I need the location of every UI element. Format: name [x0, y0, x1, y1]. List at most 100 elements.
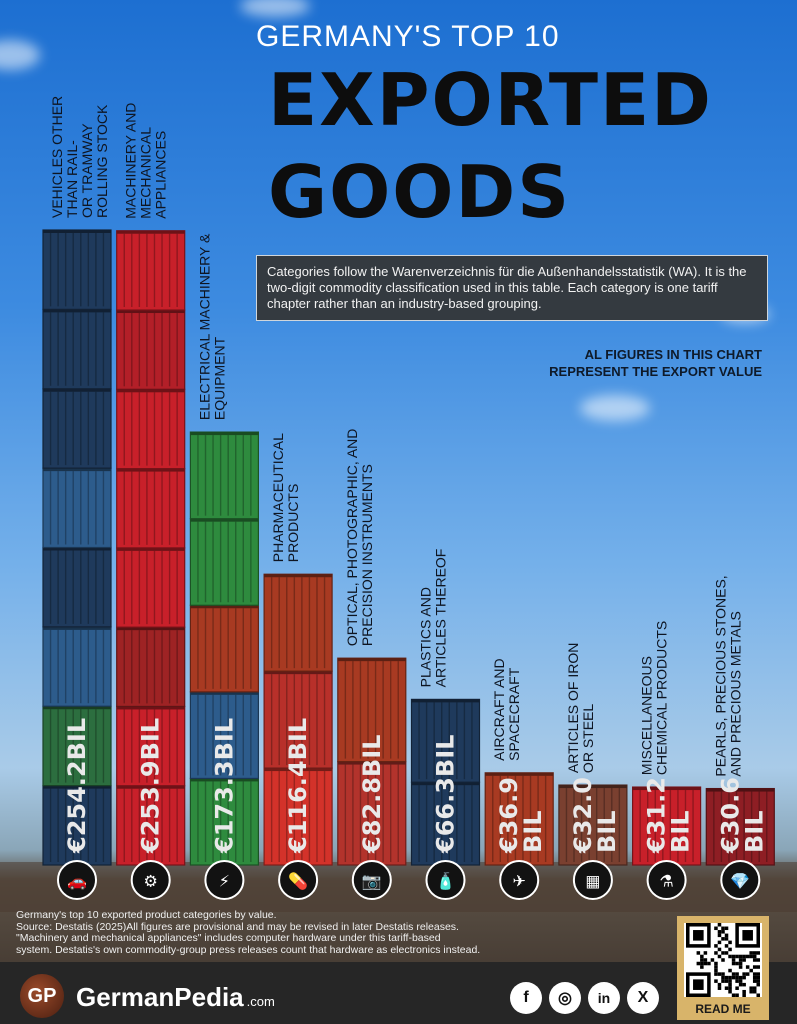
qr-module: [749, 986, 753, 990]
category-label: SPACECRAFT: [506, 667, 522, 761]
qr-module: [724, 975, 729, 980]
category-label: OPTICAL, PHOTOGRAPHIC, AND: [344, 429, 360, 647]
container: [116, 705, 186, 787]
container-rail: [116, 230, 185, 234]
qr-module: [752, 972, 757, 976]
figures-note-line: AL FIGURES IN THIS CHART: [584, 347, 762, 362]
steel-beam-icon-badge: [572, 860, 613, 900]
qr-module: [738, 958, 743, 962]
container-rail: [43, 706, 111, 710]
qr-module: [714, 972, 718, 976]
container-rail: [706, 788, 775, 792]
qr-module: [735, 993, 739, 997]
container-rail: [43, 468, 111, 472]
airplane-icon-badge: [499, 860, 540, 900]
container-rail: [116, 310, 185, 314]
brand-name[interactable]: GermanPedia .com: [76, 982, 275, 1013]
qr-module: [696, 961, 701, 966]
qr-module: [735, 979, 739, 983]
value-label: €66.3BIL: [432, 735, 460, 854]
container: [484, 772, 554, 866]
qr-module: [696, 951, 701, 955]
car-icon: 🚗: [67, 872, 87, 891]
container-rail: [116, 785, 185, 789]
container-rail: [43, 388, 111, 392]
qr-module: [717, 930, 722, 934]
qr-module: [714, 944, 718, 948]
container-rail: [411, 782, 480, 786]
qr-module: [717, 940, 722, 945]
camera-icon: 📷: [362, 872, 382, 891]
airplane-icon: ✈: [512, 872, 525, 891]
qr-module: [731, 993, 736, 997]
qr-finder: [742, 930, 753, 941]
camera-icon-badge: [351, 860, 392, 900]
x-icon[interactable]: X: [627, 982, 659, 1014]
container-rail: [190, 605, 259, 609]
value-label: €32.0: [569, 777, 597, 854]
qr-card[interactable]: READ ME: [677, 916, 769, 1020]
qr-module: [714, 968, 718, 973]
bar: [410, 698, 481, 866]
facebook-icon[interactable]: f: [510, 982, 542, 1014]
container-rail: [43, 626, 111, 630]
qr-module: [728, 989, 732, 994]
pills-icon-badge: [278, 860, 319, 900]
qr-module: [735, 961, 739, 966]
qr-module: [717, 947, 722, 952]
qr-module: [728, 979, 732, 983]
qr-module: [728, 982, 732, 987]
category-label: APPLIANCES: [153, 131, 169, 219]
qr-module: [717, 954, 722, 959]
instagram-icon[interactable]: ◎: [549, 982, 581, 1014]
category-label: EQUIPMENT: [211, 336, 227, 420]
qr-code-graphic: [686, 923, 760, 997]
qr-module: [721, 975, 725, 980]
qr-module: [735, 975, 739, 980]
category-label: ELECTRICAL MACHINERY &: [196, 233, 212, 420]
container: [42, 626, 112, 707]
category-label: ARTICLES OF IRON: [565, 643, 581, 773]
qr-module: [714, 961, 718, 966]
container-rail: [116, 468, 185, 472]
container-rail: [43, 785, 111, 789]
qr-module: [724, 979, 729, 983]
container-rail: [43, 230, 111, 233]
qr-module: [756, 965, 760, 969]
qr-module: [742, 958, 746, 962]
qr-module: [707, 961, 711, 966]
qr-module: [749, 989, 753, 994]
container-rail: [264, 574, 333, 578]
qr-module: [728, 975, 732, 980]
brand-name-text: GermanPedia: [76, 982, 244, 1012]
qr-module: [703, 958, 708, 962]
qr-module: [731, 954, 736, 959]
qr-module: [700, 958, 704, 962]
container-rail: [190, 691, 259, 695]
category-label: PLASTICS AND: [418, 587, 434, 687]
qr-module: [728, 940, 732, 945]
container-rail: [264, 671, 333, 675]
qr-module: [749, 968, 753, 973]
container: [263, 573, 333, 672]
bar: [558, 784, 628, 866]
category-label: AND PRECIOUS METALS: [727, 611, 743, 776]
qr-module: [756, 982, 760, 987]
qr-finder: [693, 979, 704, 990]
container: [631, 786, 702, 866]
container-rail: [43, 547, 111, 551]
bar: [705, 787, 775, 866]
qr-module: [738, 961, 743, 966]
container: [42, 546, 112, 628]
category-label: MISCELLANEOUS: [639, 656, 655, 775]
linkedin-icon[interactable]: in: [588, 982, 620, 1014]
brand-logo[interactable]: GP: [20, 974, 64, 1018]
qr-module: [752, 965, 757, 969]
qr-module: [756, 979, 760, 983]
qr-module: [738, 975, 743, 980]
container: [42, 229, 112, 310]
qr-module: [728, 986, 732, 990]
qr-code[interactable]: [684, 923, 762, 997]
footnote: Germany's top 10 exported product catego…: [16, 909, 656, 956]
qr-module: [714, 965, 718, 969]
